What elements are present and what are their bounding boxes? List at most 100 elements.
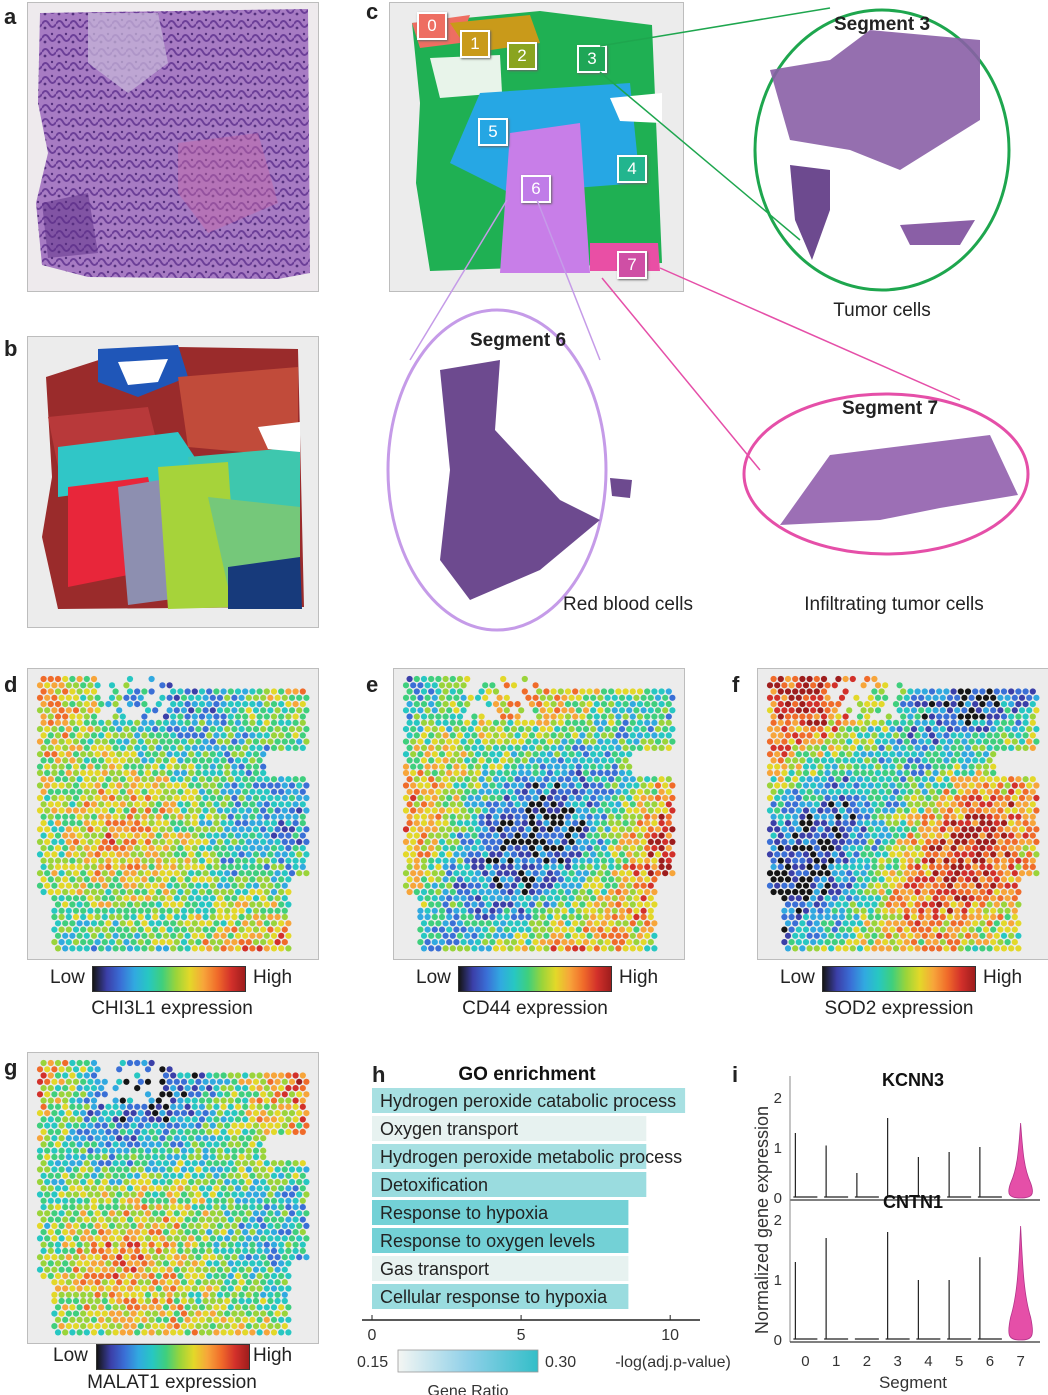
colorbar-low-label: Low [50, 967, 85, 988]
segment-7-connector-top [659, 267, 961, 401]
segment-marker-3: 3 [577, 45, 607, 73]
colorbar-low-label: Low [53, 1345, 88, 1366]
gene-expression-caption: MALAT1 expression [87, 1372, 257, 1393]
violin-y-tick-label: 1 [774, 1272, 782, 1289]
go-bar-label: Response to hypoxia [380, 1203, 549, 1223]
violin-x-tick-label: 3 [893, 1353, 901, 1370]
segment-6-connector-left [409, 199, 508, 361]
colorbar-high-label: High [619, 967, 659, 988]
go-bar-label: Response to oxygen levels [380, 1231, 595, 1251]
segment-7-title: Segment 7 [841, 398, 939, 419]
expression-spots [36, 675, 310, 952]
panel-letter-i: i [732, 1062, 739, 1087]
violin-panel-title: CNTN1 [883, 1192, 943, 1212]
go-bar-label: Hydrogen peroxide catabolic process [380, 1091, 676, 1111]
panel-letter-h: h [372, 1062, 386, 1087]
go-x-axis-label: -log(adj.p-value) [615, 1354, 731, 1371]
colorbar-high-label: High [983, 967, 1023, 988]
gene-expression-caption: CHI3L1 expression [91, 998, 253, 1019]
expression-map-cd44 [393, 668, 685, 960]
violin-segment-7 [1008, 1225, 1033, 1341]
callout-connectors [386, 7, 1030, 632]
expression-spots [36, 1059, 310, 1336]
expression-colorbar [96, 1344, 250, 1370]
violin-x-tick-label: 0 [801, 1353, 809, 1370]
violin-x-tick-label: 2 [863, 1353, 871, 1370]
go-x-tick-label: 5 [517, 1327, 526, 1344]
segment-3-tissue [770, 30, 980, 170]
segment-6-tissue [440, 360, 600, 600]
violin-x-tick-label: 1 [832, 1353, 840, 1370]
go-bar [372, 1088, 686, 1113]
panel-letter-c: c [366, 0, 379, 24]
panel-letter-g: g [4, 1055, 18, 1080]
go-bar [372, 1200, 629, 1225]
he-tissue-image [27, 2, 319, 292]
go-bar-label: Hydrogen peroxide metabolic process [380, 1147, 682, 1167]
panel-letter-a: a [4, 4, 17, 29]
expression-map-malat1 [27, 1052, 319, 1344]
colorbar-low-label: Low [416, 967, 451, 988]
segment-3-tissue-small [900, 220, 975, 245]
gene-expression-caption: CD44 expression [462, 998, 608, 1019]
segment-6-caption: Red blood cells [563, 594, 693, 615]
expression-map-chi3l1 [27, 668, 319, 960]
go-title: GO enrichment [458, 1064, 596, 1085]
go-bar-label: Oxygen transport [380, 1119, 518, 1139]
violin-y-tick-label: 1 [774, 1140, 782, 1157]
violin-segment-7 [1008, 1122, 1033, 1199]
he-tissue-svg [36, 9, 310, 279]
go-bar-label: Cellular response to hypoxia [380, 1287, 608, 1307]
panel-letter-d: d [4, 672, 18, 697]
violin-chart: Normalized gene expression KCNN3 0 1 2 CNTN1 0… [752, 1070, 1040, 1392]
violin-panel-title: KCNN3 [882, 1070, 944, 1090]
segment-marker-7: 7 [617, 251, 647, 279]
segment-marker-0: 0 [417, 12, 447, 40]
segment-marker-4: 4 [617, 155, 647, 183]
segment-6-tissue-small [610, 478, 632, 498]
gene-ratio-label: Gene Ratio [428, 1383, 509, 1395]
expression-colorbar [822, 966, 976, 992]
go-x-tick-label: 10 [661, 1327, 679, 1344]
violin-y-tick-label: 2 [774, 1090, 782, 1107]
segment-marker-1: 1 [460, 30, 490, 58]
violin-x-tick-label: 6 [986, 1353, 994, 1370]
segmentation-svg [42, 345, 304, 609]
panel-letter-e: e [366, 672, 379, 697]
segment-7-ellipse [742, 392, 1030, 556]
segment-marker-6: 6 [521, 175, 551, 203]
segment-3-title: Segment 3 [833, 14, 931, 35]
segment-marker-2: 2 [507, 42, 537, 70]
segment-7-caption: Infiltrating tumor cells [804, 594, 984, 615]
segment-3-tissue-piece [790, 165, 830, 260]
colorbar-low-label: Low [780, 967, 815, 988]
colorbar-high-label: High [253, 967, 293, 988]
expression-spots [402, 675, 676, 952]
go-x-tick-label: 0 [368, 1327, 377, 1344]
segment-marker-5: 5 [478, 118, 508, 146]
go-bar [372, 1116, 647, 1141]
go-bar-label: Gas transport [380, 1259, 489, 1279]
segment-3-caption: Tumor cells [833, 300, 931, 321]
expression-colorbar [458, 966, 612, 992]
gene-ratio-colorbar [397, 1349, 539, 1373]
expression-spots [766, 675, 1040, 952]
segment-6-connector-right [536, 199, 601, 361]
violin-y-axis-label: Normalized gene expression [752, 1106, 772, 1334]
segmentation-map [27, 336, 319, 628]
segment-3-connector-top [599, 7, 831, 47]
go-bar-label: Detoxification [380, 1175, 488, 1195]
go-enrichment-chart: GO enrichment Hydrogen peroxide catabolic… [357, 1064, 731, 1395]
panel-letter-f: f [732, 672, 740, 697]
segment-7-connector-bottom [601, 277, 761, 471]
violin-y-tick-label: 0 [774, 1332, 782, 1349]
violin-x-tick-label: 5 [955, 1353, 963, 1370]
gene-expression-caption: SOD2 expression [824, 998, 974, 1019]
go-bar [372, 1284, 629, 1309]
go-bar [372, 1256, 629, 1281]
violin-x-tick-label: 4 [924, 1353, 932, 1370]
gene-ratio-min-label: 0.15 [357, 1354, 388, 1371]
segment-3-ellipse [753, 8, 1011, 292]
go-bar [372, 1228, 629, 1253]
violin-y-tick-label: 2 [774, 1212, 782, 1229]
